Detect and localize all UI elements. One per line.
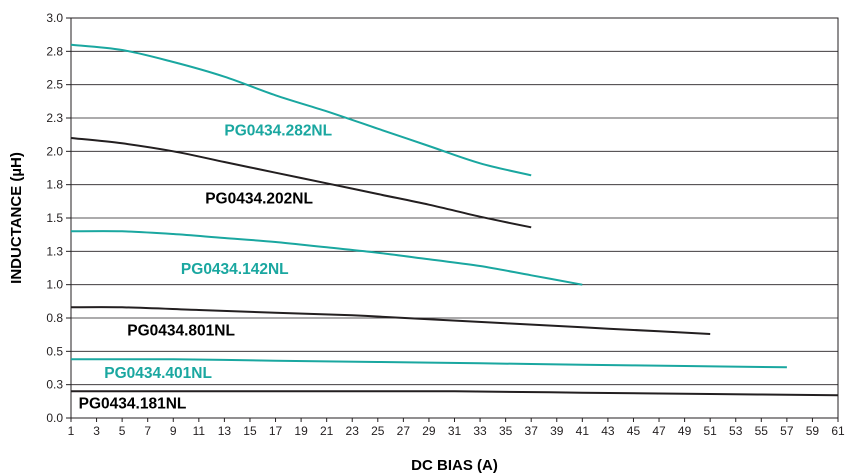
y-axis-ticks: 0.0 0.3 0.5 0.8 1.0 1.3 1.5 1.8 2.0 2.3 2.5 2.8 3.0 bbox=[46, 11, 71, 425]
series-label: PG0434.401NL bbox=[104, 365, 212, 382]
x-tick-label: 33 bbox=[473, 424, 487, 438]
x-tick-label: 49 bbox=[678, 424, 692, 438]
x-tick-label: 43 bbox=[601, 424, 615, 438]
series-line-pg0434-202nl bbox=[70, 137, 532, 229]
x-tick-label: 35 bbox=[499, 424, 513, 438]
x-tick-label: 21 bbox=[320, 424, 334, 438]
series-label: PG0434.142NL bbox=[181, 261, 289, 278]
y-tick-label: 2.5 bbox=[46, 78, 63, 92]
x-tick-label: 47 bbox=[652, 424, 666, 438]
x-tick-label: 57 bbox=[780, 424, 794, 438]
x-tick-label: 11 bbox=[193, 424, 206, 438]
y-tick-label: 1.5 bbox=[46, 211, 63, 225]
x-tick-label: 5 bbox=[119, 424, 126, 438]
y-tick-label: 2.0 bbox=[46, 144, 63, 158]
x-tick-label: 59 bbox=[806, 424, 820, 438]
x-tick-label: 1 bbox=[68, 424, 75, 438]
series-line-pg0434-401nl bbox=[70, 358, 787, 369]
x-tick-label: 31 bbox=[448, 424, 462, 438]
y-tick-label: 2.3 bbox=[46, 111, 63, 125]
series-line-pg0434-142nl bbox=[70, 230, 583, 286]
x-tick-label: 3 bbox=[93, 424, 100, 438]
x-tick-label: 13 bbox=[218, 424, 232, 438]
series-label: PG0434.202NL bbox=[205, 190, 313, 207]
gridlines bbox=[71, 17, 838, 419]
series-line-pg0434-282nl bbox=[70, 43, 532, 177]
x-tick-label: 39 bbox=[550, 424, 564, 438]
series-line-pg0434-181nl bbox=[70, 390, 839, 397]
x-axis-title: DC BIAS (A) bbox=[411, 457, 498, 474]
y-tick-label: 0.3 bbox=[46, 378, 63, 392]
x-tick-label: 55 bbox=[755, 424, 769, 438]
series-labels: PG0434.282NL PG0434.202NL PG0434.142NL PG04… bbox=[79, 122, 332, 412]
x-tick-label: 15 bbox=[243, 424, 257, 438]
series-label: PG0434.181NL bbox=[79, 396, 187, 413]
series-lines bbox=[70, 43, 839, 397]
x-tick-label: 53 bbox=[729, 424, 743, 438]
y-tick-label: 2.8 bbox=[46, 44, 63, 58]
x-tick-label: 37 bbox=[525, 424, 539, 438]
x-tick-label: 41 bbox=[576, 424, 590, 438]
x-tick-label: 45 bbox=[627, 424, 641, 438]
x-axis-ticks: 1 3 5 7 9 11 13 15 17 19 21 23 25 27 29 31 33 35 37 39 41 43 4… bbox=[68, 418, 845, 438]
x-tick-label: 61 bbox=[831, 424, 845, 438]
y-tick-label: 1.3 bbox=[46, 244, 63, 258]
y-tick-label: 0.8 bbox=[46, 311, 63, 325]
x-tick-label: 51 bbox=[703, 424, 717, 438]
series-label: PG0434.801NL bbox=[127, 322, 235, 339]
y-tick-label: 0.0 bbox=[46, 411, 63, 425]
x-tick-label: 27 bbox=[397, 424, 411, 438]
x-tick-label: 25 bbox=[371, 424, 385, 438]
y-tick-label: 0.5 bbox=[46, 344, 63, 358]
y-tick-label: 3.0 bbox=[46, 11, 63, 25]
x-tick-label: 7 bbox=[144, 424, 151, 438]
x-tick-label: 23 bbox=[346, 424, 360, 438]
x-tick-label: 9 bbox=[170, 424, 177, 438]
y-tick-label: 1.0 bbox=[46, 278, 63, 292]
series-line-pg0434-801nl bbox=[70, 306, 711, 335]
y-tick-label: 1.8 bbox=[46, 178, 63, 192]
x-tick-label: 29 bbox=[422, 424, 436, 438]
series-label: PG0434.282NL bbox=[224, 122, 332, 139]
y-axis-title: INDUCTANCE (µH) bbox=[8, 152, 25, 284]
x-tick-label: 17 bbox=[269, 424, 283, 438]
x-tick-label: 19 bbox=[294, 424, 308, 438]
